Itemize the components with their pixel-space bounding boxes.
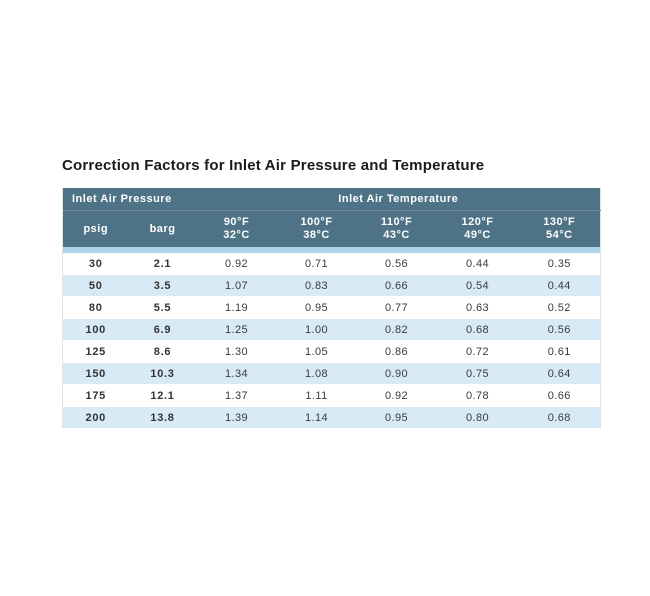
cell-correction-factor: 0.86 bbox=[356, 340, 437, 363]
cell-correction-factor: 0.66 bbox=[518, 384, 601, 407]
cell-psig: 30 bbox=[62, 253, 129, 275]
cell-correction-factor: 0.75 bbox=[436, 362, 519, 385]
cell-barg: 10.3 bbox=[128, 362, 197, 385]
cell-correction-factor: 0.95 bbox=[356, 406, 437, 429]
temp-celsius-label: 43°C bbox=[383, 229, 410, 241]
header-inlet-air-temperature: Inlet Air Temperature bbox=[196, 188, 601, 211]
cell-correction-factor: 1.11 bbox=[276, 384, 357, 407]
cell-correction-factor: 0.92 bbox=[356, 384, 437, 407]
cell-correction-factor: 0.95 bbox=[276, 296, 357, 319]
temp-celsius-label: 49°C bbox=[464, 229, 491, 241]
table-row: 150 10.3 1.34 1.08 0.90 0.75 0.64 bbox=[62, 362, 601, 385]
cell-correction-factor: 0.44 bbox=[518, 274, 601, 297]
cell-correction-factor: 0.54 bbox=[436, 274, 519, 297]
cell-correction-factor: 0.61 bbox=[518, 340, 601, 363]
cell-correction-factor: 0.80 bbox=[436, 406, 519, 429]
column-header-temp-3: 110°F 43°C bbox=[356, 210, 437, 247]
cell-correction-factor: 0.44 bbox=[436, 253, 519, 275]
cell-correction-factor: 0.78 bbox=[436, 384, 519, 407]
cell-correction-factor: 1.25 bbox=[196, 318, 277, 341]
cell-psig: 80 bbox=[62, 296, 129, 319]
temp-fahrenheit-label: 90°F bbox=[223, 216, 250, 228]
cell-correction-factor: 0.52 bbox=[518, 296, 601, 319]
cell-psig: 100 bbox=[62, 318, 129, 341]
table-row: 175 12.1 1.37 1.11 0.92 0.78 0.66 bbox=[62, 384, 601, 407]
cell-correction-factor: 1.07 bbox=[196, 274, 277, 297]
cell-barg: 6.9 bbox=[128, 318, 197, 341]
cell-barg: 12.1 bbox=[128, 384, 197, 407]
column-header-temp-5: 130°F 54°C bbox=[518, 210, 601, 247]
cell-psig: 50 bbox=[62, 274, 129, 297]
cell-correction-factor: 1.19 bbox=[196, 296, 277, 319]
table-row: 100 6.9 1.25 1.00 0.82 0.68 0.56 bbox=[62, 318, 601, 341]
column-header-psig: psig bbox=[62, 210, 129, 247]
column-header-temp-2: 100°F 38°C bbox=[276, 210, 357, 247]
table-row: 200 13.8 1.39 1.14 0.95 0.80 0.68 bbox=[62, 406, 601, 429]
cell-correction-factor: 0.66 bbox=[356, 274, 437, 297]
cell-correction-factor: 1.08 bbox=[276, 362, 357, 385]
cell-correction-factor: 1.05 bbox=[276, 340, 357, 363]
temp-celsius-label: 54°C bbox=[545, 229, 573, 241]
cell-correction-factor: 0.63 bbox=[436, 296, 519, 319]
column-header-barg: barg bbox=[128, 210, 197, 247]
cell-correction-factor: 1.34 bbox=[196, 362, 277, 385]
cell-psig: 175 bbox=[62, 384, 129, 407]
header-separator-band bbox=[62, 247, 601, 253]
cell-barg: 2.1 bbox=[128, 253, 197, 275]
cell-correction-factor: 0.68 bbox=[436, 318, 519, 341]
temp-celsius-label: 32°C bbox=[223, 229, 250, 241]
table-row: 30 2.1 0.92 0.71 0.56 0.44 0.35 bbox=[62, 253, 601, 275]
cell-correction-factor: 0.56 bbox=[356, 253, 437, 275]
group-header-row: Inlet Air Pressure Inlet Air Temperature bbox=[62, 188, 601, 211]
header-separator-band-row bbox=[62, 247, 601, 253]
cell-correction-factor: 0.82 bbox=[356, 318, 437, 341]
cell-correction-factor: 1.14 bbox=[276, 406, 357, 429]
cell-correction-factor: 1.39 bbox=[196, 406, 277, 429]
cell-barg: 8.6 bbox=[128, 340, 197, 363]
page-title: Correction Factors for Inlet Air Pressur… bbox=[62, 157, 485, 174]
cell-psig: 200 bbox=[62, 406, 129, 429]
cell-correction-factor: 1.37 bbox=[196, 384, 277, 407]
temp-fahrenheit-label: 110°F bbox=[380, 216, 413, 228]
column-header-row: psig barg 90°F 32°C 100°F 38°C 110°F 43°C 120°… bbox=[62, 210, 601, 247]
column-header-temp-4: 120°F 49°C bbox=[436, 210, 519, 247]
temp-fahrenheit-label: 130°F bbox=[543, 216, 576, 228]
correction-factors-table: Inlet Air Pressure Inlet Air Temperature… bbox=[62, 188, 602, 429]
table-body: 30 2.1 0.92 0.71 0.56 0.44 0.35 50 3.5 1.07 0.83 0.… bbox=[62, 253, 601, 429]
temp-celsius-label: 38°C bbox=[303, 229, 330, 241]
table-row: 50 3.5 1.07 0.83 0.66 0.54 0.44 bbox=[62, 274, 601, 297]
table-row: 125 8.6 1.30 1.05 0.86 0.72 0.61 bbox=[62, 340, 601, 363]
header-inlet-air-pressure: Inlet Air Pressure bbox=[62, 188, 197, 211]
cell-psig: 125 bbox=[62, 340, 129, 363]
cell-correction-factor: 0.92 bbox=[196, 253, 277, 275]
cell-correction-factor: 1.00 bbox=[276, 318, 357, 341]
cell-barg: 3.5 bbox=[128, 274, 197, 297]
cell-correction-factor: 0.83 bbox=[276, 274, 357, 297]
cell-correction-factor: 0.68 bbox=[518, 406, 601, 429]
table-header: Inlet Air Pressure Inlet Air Temperature… bbox=[62, 188, 601, 253]
cell-barg: 13.8 bbox=[128, 406, 197, 429]
temp-fahrenheit-label: 100°F bbox=[300, 216, 333, 228]
cell-barg: 5.5 bbox=[128, 296, 197, 319]
cell-correction-factor: 0.56 bbox=[518, 318, 601, 341]
cell-correction-factor: 0.64 bbox=[518, 362, 601, 385]
temp-fahrenheit-label: 120°F bbox=[461, 216, 494, 228]
cell-correction-factor: 0.71 bbox=[276, 253, 357, 275]
cell-correction-factor: 0.35 bbox=[518, 253, 601, 275]
cell-correction-factor: 1.30 bbox=[196, 340, 277, 363]
cell-psig: 150 bbox=[62, 362, 129, 385]
table-row: 80 5.5 1.19 0.95 0.77 0.63 0.52 bbox=[62, 296, 601, 319]
cell-correction-factor: 0.90 bbox=[356, 362, 437, 385]
cell-correction-factor: 0.77 bbox=[356, 296, 437, 319]
cell-correction-factor: 0.72 bbox=[436, 340, 519, 363]
column-header-temp-1: 90°F 32°C bbox=[196, 210, 277, 247]
